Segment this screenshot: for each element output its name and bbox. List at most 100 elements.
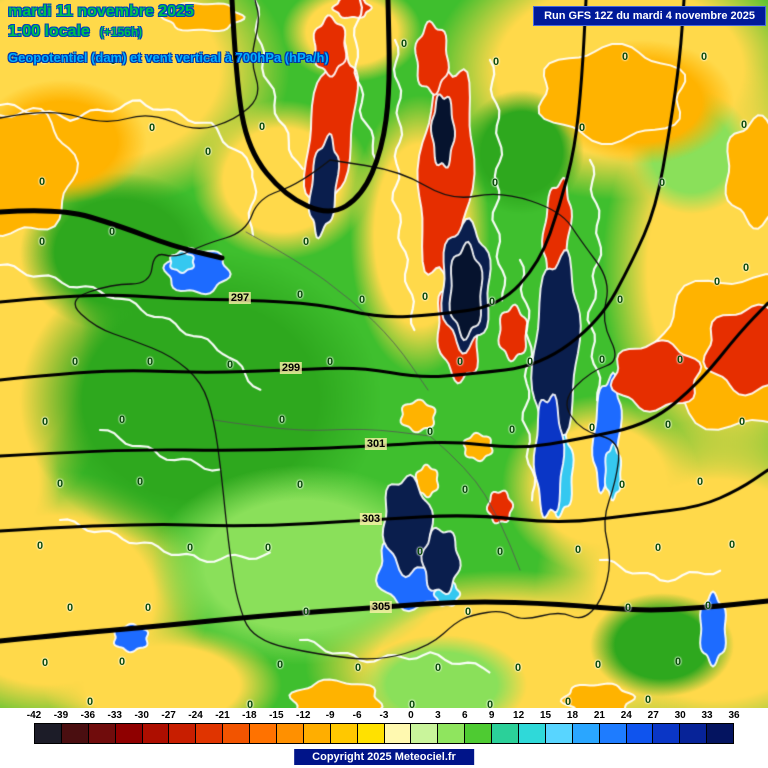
colorbar-label: -36: [80, 710, 96, 721]
vertical-velocity-zero-label: 0: [492, 56, 500, 68]
colorbar-label: 30: [674, 710, 686, 721]
vertical-velocity-zero-label: 0: [326, 356, 334, 368]
vertical-velocity-zero-label: 0: [36, 540, 44, 552]
colorbar-labels: -42 -39 -36 -33 -30 -27 -24 -21 -18 -15 -12 -9 -6 -3 0…: [0, 710, 768, 722]
vertical-velocity-zero-label: 0: [574, 544, 582, 556]
colorbar-label: -33: [107, 710, 122, 721]
colorbar-cell: [88, 724, 116, 743]
vertical-velocity-zero-label: 0: [264, 542, 272, 554]
colorbar-label: 12: [513, 710, 525, 721]
vertical-velocity-zero-label: 0: [496, 546, 504, 558]
colorbar-cell: [599, 724, 627, 743]
vertical-velocity-zero-label: 0: [488, 296, 496, 308]
vertical-velocity-zero-label: 0: [71, 356, 79, 368]
colorbar-cell: [411, 724, 439, 743]
colorbar-cell: [438, 724, 466, 743]
colorbar-label: -15: [269, 710, 284, 721]
map-header: mardi 11 novembre 2025 1:00 locale (+156h…: [8, 3, 329, 65]
vertical-velocity-zero-label: 0: [464, 606, 472, 618]
colorbar: [34, 723, 734, 744]
colorbar-label: -30: [134, 710, 149, 721]
colorbar-label: 27: [647, 710, 659, 721]
vertical-velocity-zero-label: 0: [742, 262, 750, 274]
geopotential-contour-label: 297: [228, 292, 252, 304]
colorbar-label: 24: [620, 710, 632, 721]
vertical-velocity-zero-label: 0: [486, 699, 494, 711]
colorbar-label: -9: [325, 710, 335, 721]
colorbar-label: -6: [352, 710, 362, 721]
colorbar-cell: [277, 724, 304, 743]
vertical-velocity-zero-label: 0: [186, 542, 194, 554]
vertical-velocity-zero-label: 0: [41, 657, 49, 669]
colorbar-label: 9: [488, 710, 495, 721]
vertical-velocity-zero-label: 0: [144, 602, 152, 614]
colorbar-strip: -42 -39 -36 -33 -30 -27 -24 -21 -18 -15 -12 -9 -6 -3 0…: [0, 708, 768, 768]
colorbar-cell: [142, 724, 170, 743]
geopotential-contour-label: 305: [369, 601, 393, 613]
colorbar-label: 0: [408, 710, 414, 721]
forecast-time: 1:00 locale (+156h): [8, 23, 329, 41]
vertical-velocity-zero-label: 0: [728, 539, 736, 551]
vertical-velocity-zero-label: 0: [276, 659, 284, 671]
colorbar-cell: [572, 724, 600, 743]
variable-title: Geopotentiel (dam) et vent vertical à 70…: [8, 50, 329, 65]
vertical-velocity-zero-label: 0: [740, 119, 748, 131]
colorbar-label: 33: [701, 710, 713, 721]
vertical-velocity-zero-label: 0: [588, 422, 596, 434]
colorbar-cell: [545, 724, 573, 743]
vertical-velocity-zero-label: 0: [148, 122, 156, 134]
vertical-velocity-zero-label: 0: [508, 424, 516, 436]
vertical-velocity-zero-label: 0: [258, 121, 266, 133]
colorbar-cell: [465, 724, 493, 743]
vertical-velocity-zero-label: 0: [514, 662, 522, 674]
geopotential-contour-label: 299: [279, 362, 303, 374]
vertical-velocity-zero-label: 0: [66, 602, 74, 614]
vertical-velocity-zero-label: 0: [456, 356, 464, 368]
vertical-velocity-zero-label: 0: [426, 426, 434, 438]
vertical-velocity-zero-label: 0: [654, 542, 662, 554]
vertical-velocity-zero-label: 0: [618, 479, 626, 491]
colorbar-label: -12: [295, 710, 311, 721]
run-info-box: Run GFS 12Z du mardi 4 novembre 2025: [533, 6, 766, 26]
vertical-velocity-zero-label: 0: [136, 476, 144, 488]
colorbar-cell: [492, 724, 520, 743]
geopotential-contour-label: 303: [359, 513, 383, 525]
vertical-velocity-zero-label: 0: [146, 356, 154, 368]
vertical-velocity-zero-label: 0: [700, 51, 708, 63]
colorbar-cell: [115, 724, 143, 743]
vertical-velocity-zero-label: 0: [664, 419, 672, 431]
colorbar-label: -18: [242, 710, 257, 721]
vertical-velocity-zero-label: 0: [118, 656, 126, 668]
local-time: 1:00 locale: [8, 23, 90, 40]
colorbar-cell: [61, 724, 89, 743]
vertical-velocity-zero-label: 0: [296, 289, 304, 301]
vertical-velocity-zero-label: 0: [296, 479, 304, 491]
vertical-velocity-zero-label: 0: [108, 226, 116, 238]
vertical-velocity-zero-label: 0: [676, 354, 684, 366]
colorbar-label: -21: [215, 710, 230, 721]
colorbar-label: 15: [539, 710, 552, 721]
vertical-velocity-zero-label: 0: [621, 51, 629, 63]
colorbar-cell: [250, 724, 278, 743]
geopotential-contour-label: 301: [364, 438, 388, 450]
vertical-velocity-zero-label: 0: [594, 659, 602, 671]
forecast-date: mardi 11 novembre 2025: [8, 3, 194, 20]
colorbar-label: -42: [26, 710, 42, 721]
colorbar-label: -27: [161, 710, 176, 721]
vertical-velocity-zero-label: 0: [109, 55, 117, 67]
colorbar-cell: [384, 724, 412, 743]
copyright-link[interactable]: Copyright 2025 Meteociel.fr: [294, 749, 474, 765]
vertical-velocity-zero-label: 0: [674, 656, 682, 668]
colorbar-cell: [626, 724, 654, 743]
colorbar-cell: [357, 724, 385, 743]
vertical-velocity-zero-label: 0: [704, 600, 712, 612]
colorbar-label: 6: [461, 710, 468, 721]
vertical-velocity-zero-label: 0: [461, 484, 469, 496]
vertical-velocity-zero-label: 0: [644, 694, 652, 706]
vertical-velocity-zero-label: 0: [526, 356, 534, 368]
colorbar-cell: [653, 724, 681, 743]
vertical-velocity-zero-label: 0: [624, 602, 632, 614]
colorbar-cell: [169, 724, 197, 743]
colorbar-label: 3: [435, 710, 441, 721]
